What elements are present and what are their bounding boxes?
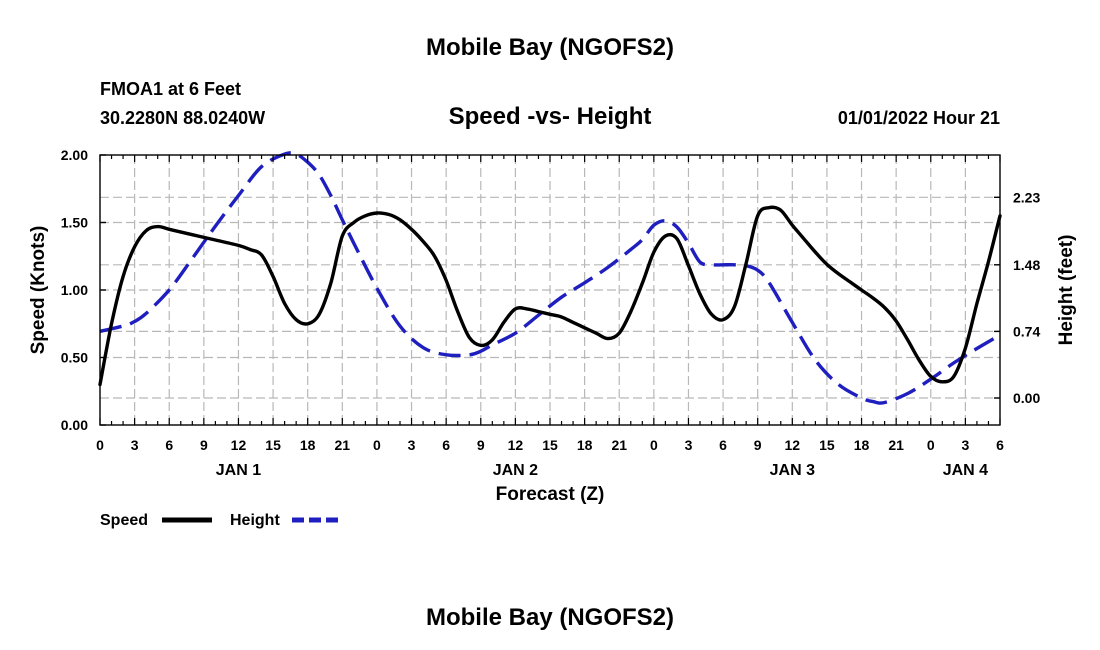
y-tick-label: 1.00 [61,282,88,298]
x-tick-label: 6 [165,437,173,453]
y2-axis-ticks: 0.00 0.74 1.48 2.23 [994,189,1040,406]
station-label: FMOA1 at 6 Feet [100,79,241,99]
y-tick-label: 2.00 [61,147,88,163]
y2-tick-label: 2.23 [1013,189,1040,205]
issued-timestamp: 01/01/2022 Hour 21 [838,108,1000,128]
legend: Speed Height [100,512,342,529]
x-tick-label: 3 [131,437,139,453]
legend-height-label: Height [230,512,280,529]
x-tick-label: 15 [819,437,835,453]
series-group [98,151,1002,405]
x-tick-label: 9 [754,437,762,453]
legend-speed-label: Speed [100,512,148,529]
x-tick-label: 21 [888,437,904,453]
x-tick-label: 9 [200,437,208,453]
x-tick-label: 18 [300,437,316,453]
chart-subtitle: Speed -vs- Height [449,103,652,130]
x-tick-label: 18 [577,437,593,453]
x-tick-label: 6 [996,437,1004,453]
day-label: JAN 4 [943,462,988,479]
x-axis-label: Forecast (Z) [496,484,605,505]
x-tick-label: 9 [477,437,485,453]
x-tick-label: 15 [542,437,558,453]
x-tick-label: 3 [408,437,416,453]
day-labels: JAN 1 JAN 2 JAN 3 JAN 4 [216,462,988,479]
grid [100,155,1000,425]
x-tick-label: 12 [785,437,801,453]
y2-tick-label: 0.00 [1013,390,1040,406]
location-label: 30.2280N 88.0240W [100,108,265,128]
x-tick-label: 18 [854,437,870,453]
y2-tick-label: 1.48 [1013,257,1040,273]
y-tick-label: 0.50 [61,350,88,366]
x-tick-label: 12 [231,437,247,453]
day-label: JAN 1 [216,462,261,479]
y-tick-label: 1.50 [61,215,88,231]
series-speed-line [98,205,1002,387]
y2-tick-label: 0.74 [1013,323,1040,339]
day-label: JAN 3 [770,462,815,479]
y2-axis-label: Height (feet) [1056,235,1077,346]
chart-title: Mobile Bay (NGOFS2) [426,34,674,61]
x-tick-label: 6 [442,437,450,453]
series-height-line [99,151,1001,405]
x-tick-label: 0 [373,437,381,453]
x-tick-label: 21 [611,437,627,453]
x-tick-label: 0 [927,437,935,453]
x-tick-label: 3 [961,437,969,453]
footer-title: Mobile Bay (NGOFS2) [426,604,674,631]
y-axis-ticks: 0.00 0.50 1.00 1.50 2.00 [61,147,106,433]
y-tick-label: 0.00 [61,417,88,433]
x-tick-label: 21 [335,437,351,453]
x-tick-label: 15 [265,437,281,453]
x-tick-label: 6 [719,437,727,453]
x-tick-label: 3 [685,437,693,453]
x-tick-label: 0 [650,437,658,453]
x-tick-label: 12 [508,437,524,453]
x-tick-label: 0 [96,437,104,453]
day-label: JAN 2 [493,462,538,479]
x-axis-ticks: 0 3 6 9 12 15 18 21 0 3 6 9 12 15 18 21 0 3 6 9 12 15 18 21 0 3 6 [96,155,1004,453]
y-axis-label: Speed (Knots) [28,226,49,355]
